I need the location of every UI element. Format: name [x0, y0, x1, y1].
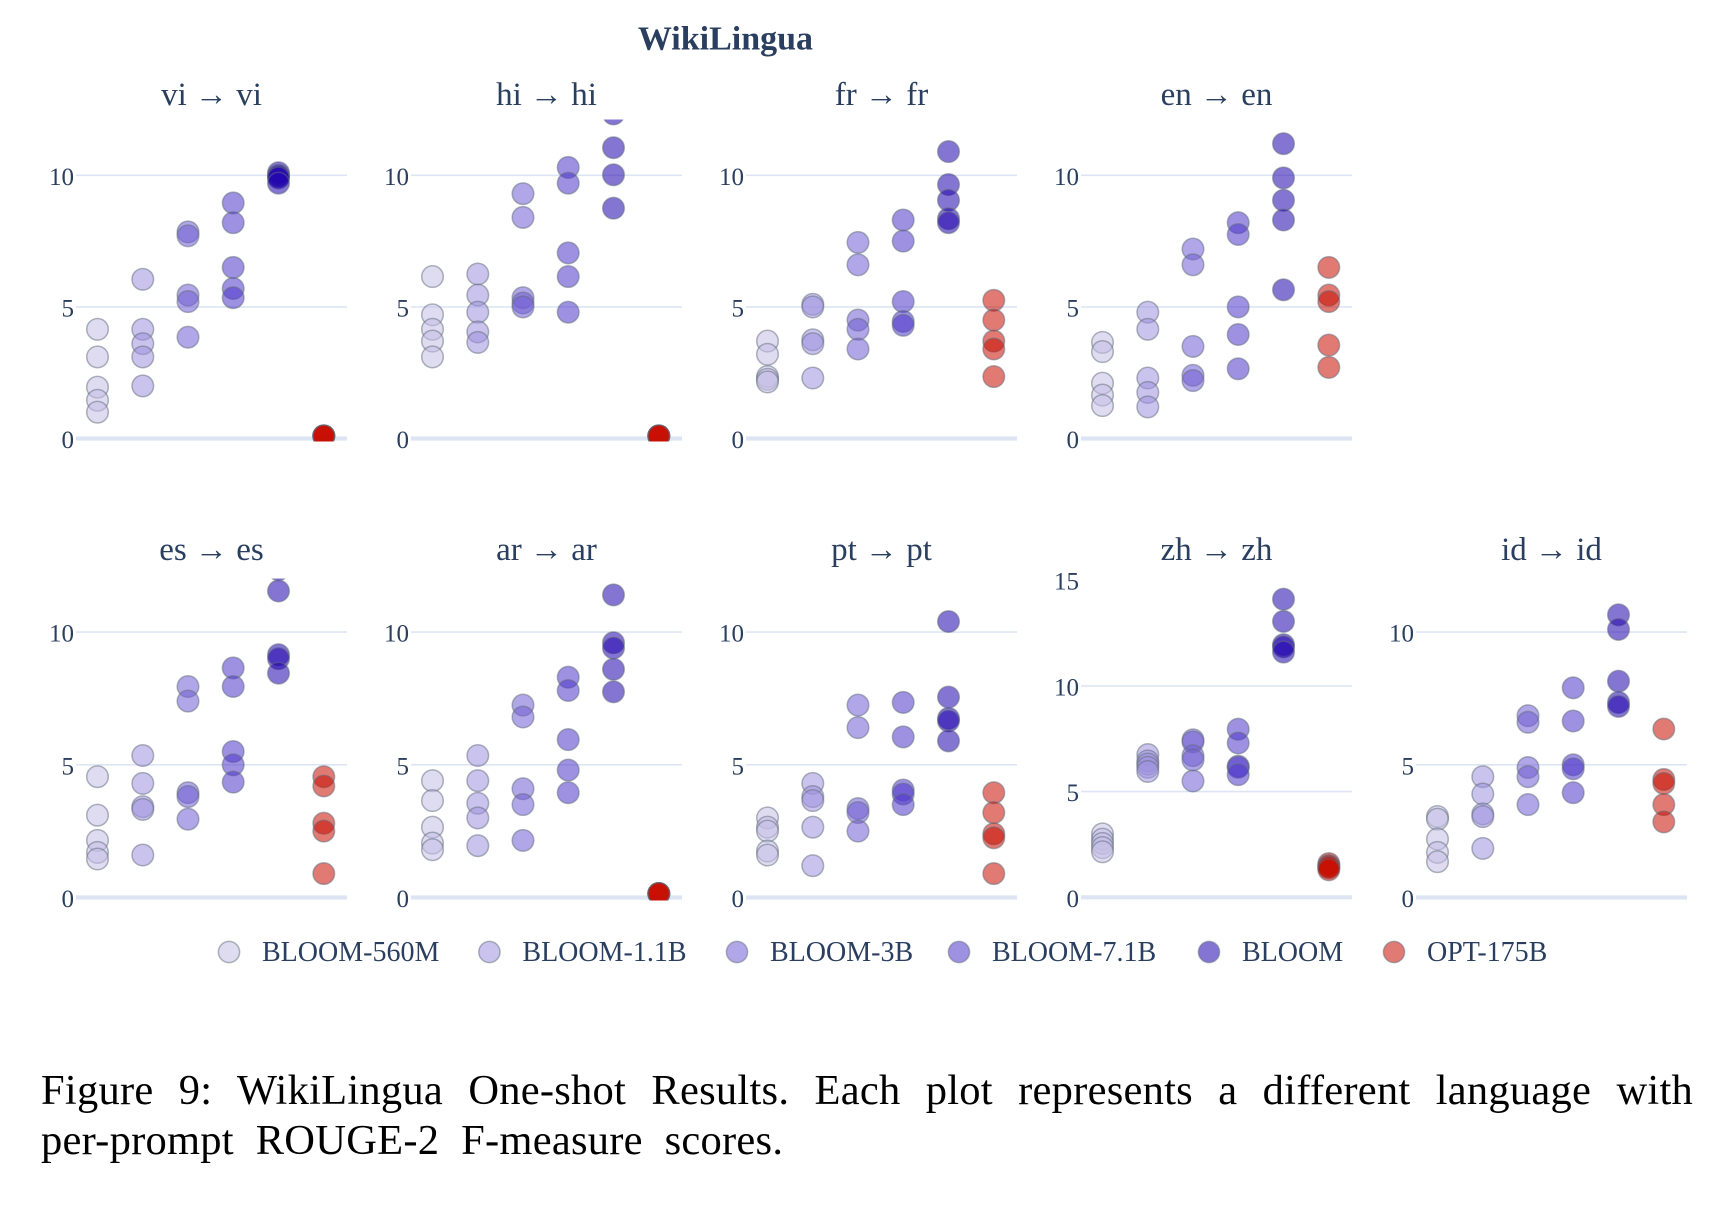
svg-text:en → en: en → en: [1161, 77, 1273, 113]
svg-text:id → id: id → id: [1501, 532, 1602, 568]
svg-text:5: 5: [1067, 295, 1080, 322]
svg-text:5: 5: [732, 753, 745, 780]
svg-text:10: 10: [384, 164, 409, 191]
svg-text:BLOOM-3B: BLOOM-3B: [770, 937, 913, 968]
svg-text:15: 15: [1054, 569, 1079, 596]
svg-text:BLOOM-7.1B: BLOOM-7.1B: [992, 937, 1156, 968]
svg-text:BLOOM: BLOOM: [1242, 937, 1343, 968]
svg-text:0: 0: [732, 886, 745, 913]
svg-text:0: 0: [62, 427, 75, 454]
svg-text:BLOOM-1.1B: BLOOM-1.1B: [522, 937, 686, 968]
svg-text:OPT-175B: OPT-175B: [1427, 937, 1547, 968]
svg-text:0: 0: [397, 427, 410, 454]
svg-text:10: 10: [49, 164, 74, 191]
svg-text:es → es: es → es: [159, 532, 263, 568]
svg-text:5: 5: [1402, 753, 1415, 780]
svg-text:10: 10: [1054, 674, 1079, 701]
svg-text:10: 10: [1054, 164, 1079, 191]
svg-text:10: 10: [49, 621, 74, 648]
svg-text:zh → zh: zh → zh: [1161, 532, 1273, 568]
svg-text:10: 10: [384, 621, 409, 648]
svg-text:10: 10: [719, 164, 744, 191]
svg-text:0: 0: [1067, 886, 1080, 913]
svg-text:5: 5: [397, 753, 410, 780]
svg-text:0: 0: [1402, 886, 1415, 913]
svg-text:10: 10: [719, 621, 744, 648]
svg-text:vi → vi: vi → vi: [161, 77, 262, 113]
svg-text:5: 5: [62, 295, 75, 322]
svg-text:5: 5: [732, 295, 745, 322]
svg-text:0: 0: [397, 886, 410, 913]
svg-text:pt → pt: pt → pt: [831, 532, 932, 568]
svg-text:10: 10: [1389, 621, 1414, 648]
svg-text:5: 5: [62, 753, 75, 780]
svg-text:ar → ar: ar → ar: [496, 532, 597, 568]
svg-text:5: 5: [397, 295, 410, 322]
svg-text:0: 0: [1067, 427, 1080, 454]
svg-text:hi → hi: hi → hi: [496, 77, 597, 113]
svg-text:fr → fr: fr → fr: [835, 77, 928, 113]
svg-text:5: 5: [1067, 780, 1080, 807]
svg-text:0: 0: [732, 427, 745, 454]
svg-text:0: 0: [62, 886, 75, 913]
svg-text:WikiLingua: WikiLingua: [638, 21, 813, 58]
svg-text:BLOOM-560M: BLOOM-560M: [262, 937, 439, 968]
